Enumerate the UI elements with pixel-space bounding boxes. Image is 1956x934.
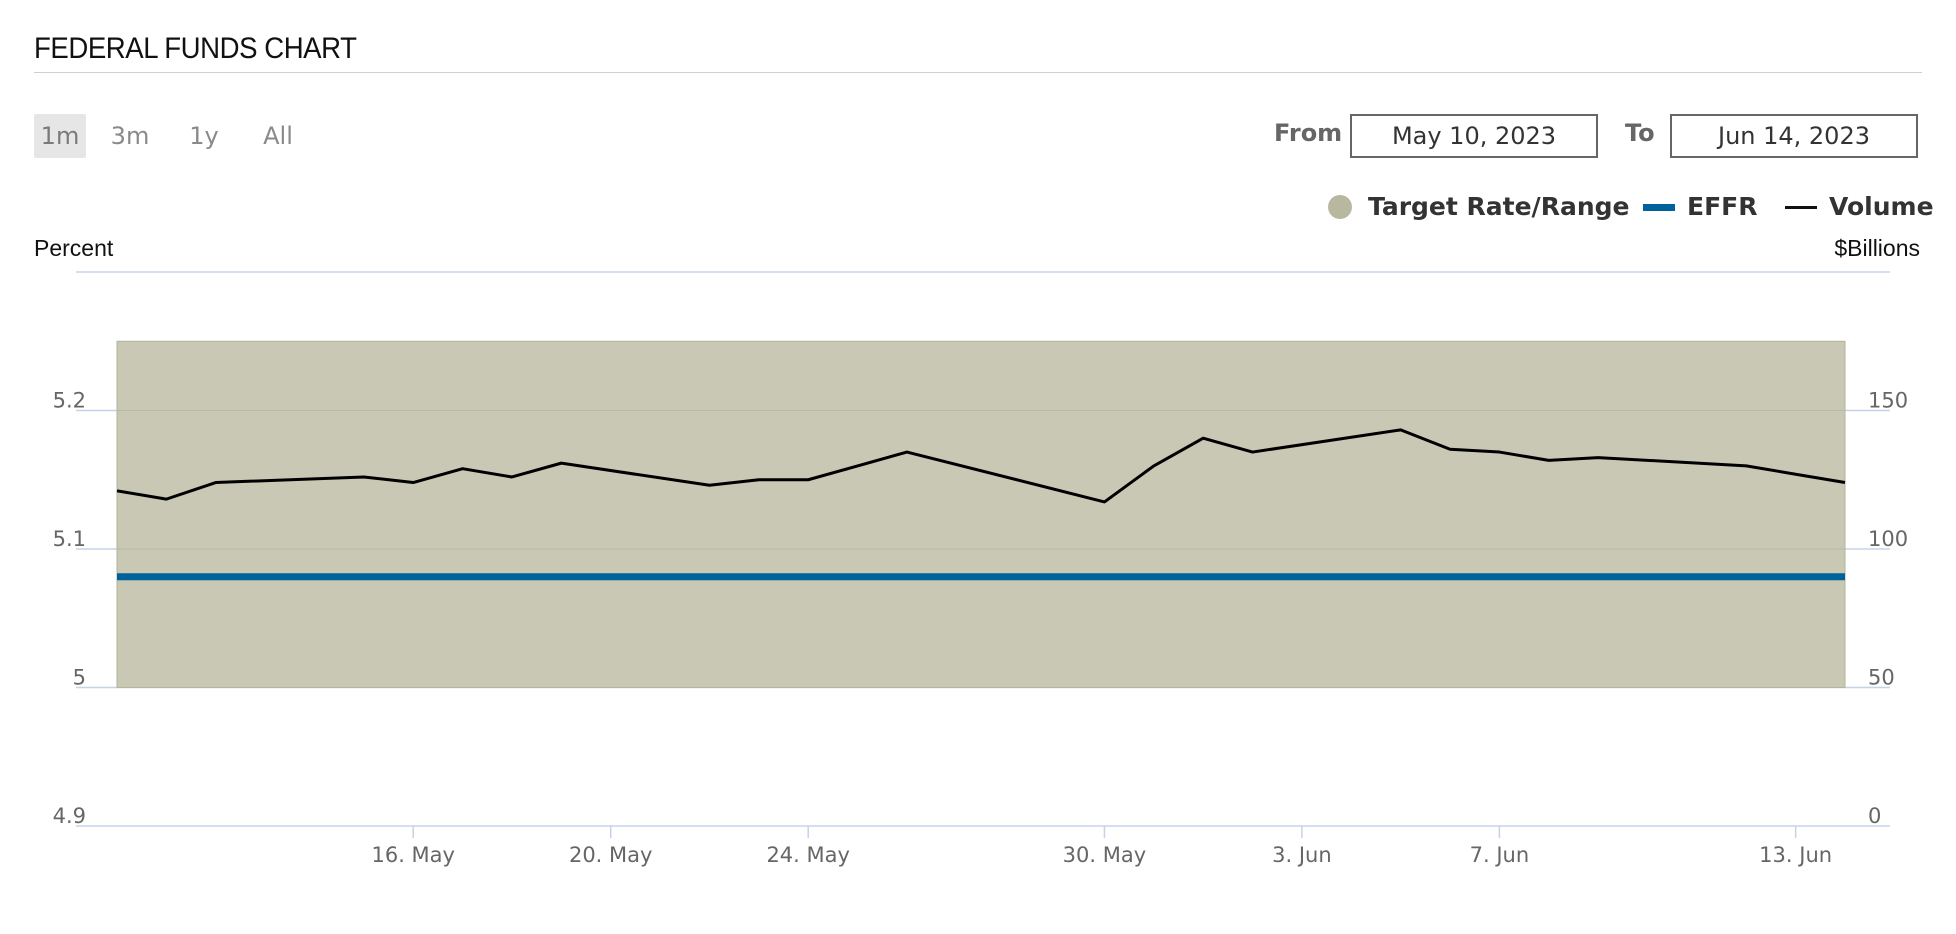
x-tick-label: 20. May (569, 843, 653, 867)
legend-item-target-range[interactable]: Target Rate/Range (1328, 190, 1629, 224)
range-button-1m[interactable]: 1m (34, 114, 86, 158)
legend-label: Volume (1829, 192, 1934, 221)
x-tick-label: 24. May (766, 843, 850, 867)
target-range-band (116, 340, 1846, 688)
y-left-tick-label: 5 (73, 666, 86, 690)
volume-series-line (116, 428, 1846, 504)
x-tick-label: 7. Jun (1470, 843, 1530, 867)
x-tick-label: 16. May (371, 843, 455, 867)
chart-title: FEDERAL FUNDS CHART (34, 32, 357, 65)
y-left-tick-label: 5.2 (53, 389, 86, 413)
legend-line-icon (1785, 190, 1819, 233)
legend-bar-icon (1643, 190, 1677, 233)
from-label: From (1274, 119, 1343, 147)
x-tick-label: 13. Jun (1759, 843, 1832, 867)
legend-circle-icon (1328, 190, 1354, 233)
y-left-axis-title: Percent (34, 235, 114, 261)
to-date-input[interactable]: Jun 14, 2023 (1670, 114, 1918, 158)
title-divider (34, 72, 1922, 73)
legend-item-volume[interactable]: Volume (1785, 190, 1934, 224)
x-tick-label: 30. May (1063, 843, 1147, 867)
legend-label: EFFR (1687, 192, 1758, 221)
y-left-tick-label: 4.9 (53, 804, 86, 828)
y-right-axis-title: $Billions (1834, 235, 1920, 261)
x-tick-label: 3. Jun (1272, 843, 1332, 867)
y-left-tick-label: 5.1 (53, 527, 86, 551)
y-right-tick-label: 0 (1868, 804, 1881, 828)
y-right-tick-label: 150 (1868, 389, 1908, 413)
legend-label: Target Rate/Range (1368, 192, 1630, 221)
to-label: To (1625, 119, 1655, 147)
range-button-3m[interactable]: 3m (110, 122, 150, 150)
y-right-tick-label: 100 (1868, 527, 1908, 551)
legend-item-effr[interactable]: EFFR (1643, 190, 1763, 224)
from-date-input[interactable]: May 10, 2023 (1350, 114, 1598, 158)
range-button-1y[interactable]: 1y (189, 122, 219, 150)
range-button-all[interactable]: All (263, 122, 293, 150)
y-right-tick-label: 50 (1868, 666, 1895, 690)
